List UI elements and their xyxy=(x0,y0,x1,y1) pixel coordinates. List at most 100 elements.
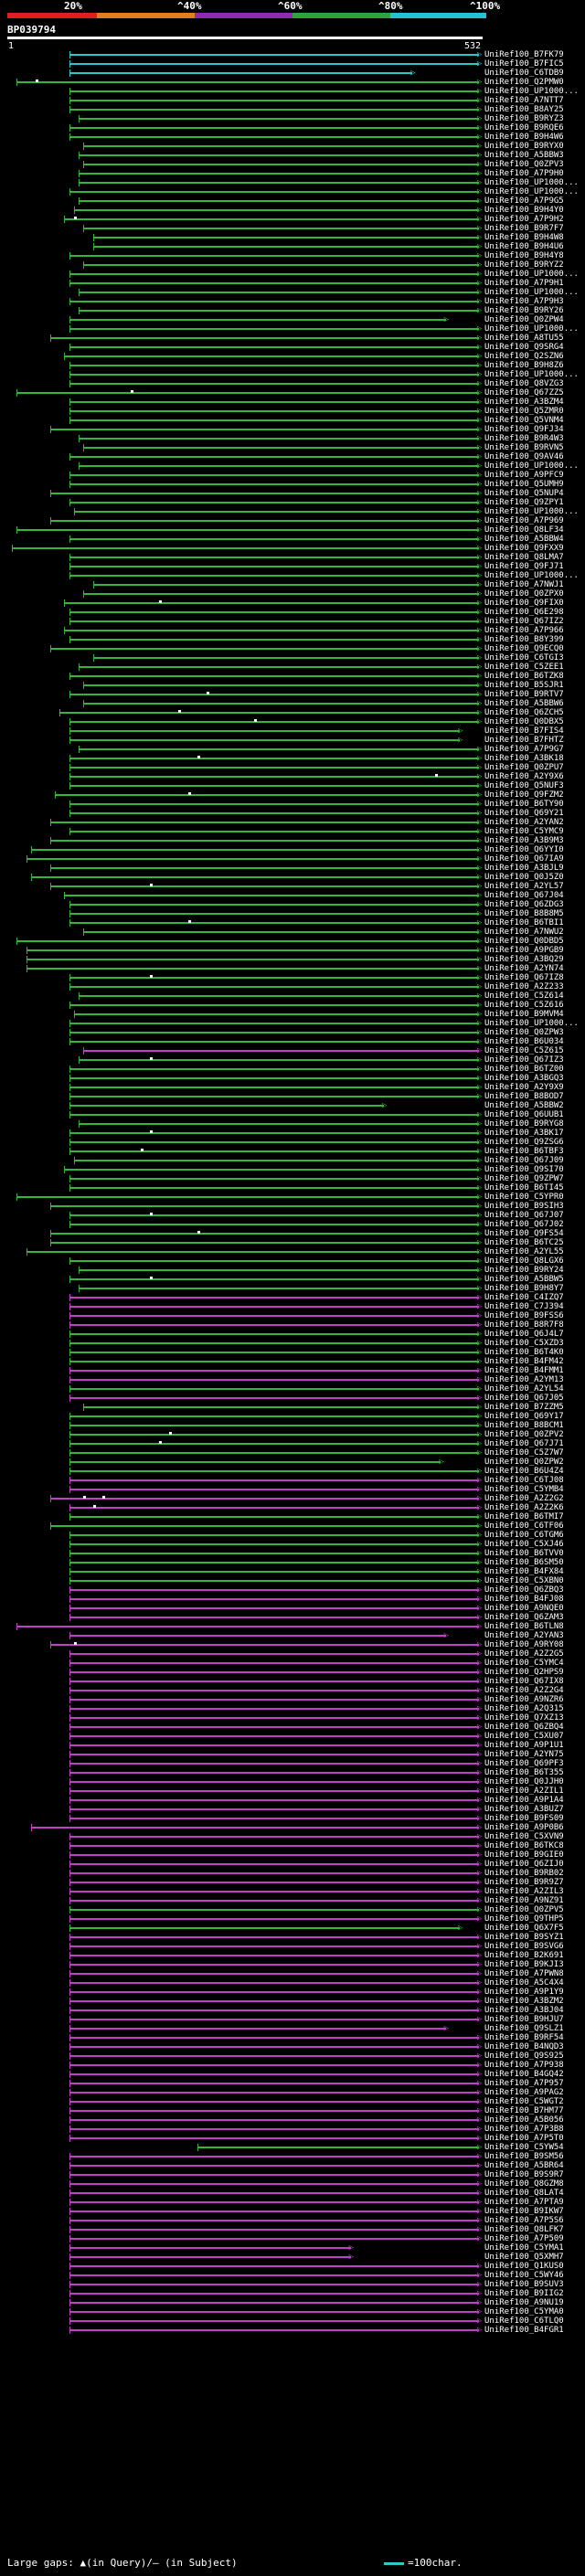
hit-row[interactable]: ▷ UniRef100_C5YPR0 xyxy=(0,1193,585,1202)
hit-label[interactable]: UniRef100_B9H4Y0 xyxy=(484,206,564,215)
hit-row[interactable]: ▷ UniRef100_B9IKW7 xyxy=(0,2207,585,2216)
hit-label[interactable]: UniRef100_B9SUV3 xyxy=(484,2280,564,2289)
hit-row[interactable]: ▷ UniRef100_A7P9H0 xyxy=(0,169,585,178)
hit-row[interactable]: ▷ UniRef100_B6TKC8 xyxy=(0,1841,585,1850)
hit-label[interactable]: UniRef100_C5XBN0 xyxy=(484,1576,564,1585)
hit-row[interactable]: ▷ UniRef100_B9FS09 xyxy=(0,1814,585,1823)
hit-row[interactable]: ▷ UniRef100_B6TZ00 xyxy=(0,1065,585,1074)
hit-row[interactable]: ▷ UniRef100_C5WGT2 xyxy=(0,2097,585,2106)
hit-row[interactable]: ▷ UniRef100_Q8LAT4 xyxy=(0,2189,585,2198)
hit-label[interactable]: UniRef100_Q0ZPW4 xyxy=(484,315,564,324)
hit-label[interactable]: UniRef100_A9RY08 xyxy=(484,1640,564,1649)
hit-label[interactable]: UniRef100_B6TZK8 xyxy=(484,672,564,681)
hit-label[interactable]: UniRef100_B9RQE6 xyxy=(484,123,564,133)
hit-label[interactable]: UniRef100_B6U034 xyxy=(484,1037,564,1046)
hit-label[interactable]: UniRef100_A3BK17 xyxy=(484,1129,564,1138)
hit-label[interactable]: UniRef100_Q8LF34 xyxy=(484,525,564,535)
hit-row[interactable]: ▷ UniRef100_Q8GZM8 xyxy=(0,2179,585,2189)
hit-label[interactable]: UniRef100_Q5VNM4 xyxy=(484,416,564,425)
hit-label[interactable]: UniRef100_B6TBI1 xyxy=(484,918,564,928)
hit-row[interactable]: ▷ UniRef100_Q69Y17 xyxy=(0,1412,585,1421)
hit-row[interactable]: ▷ UniRef100_B6TC25 xyxy=(0,1238,585,1247)
hit-row[interactable]: ▷ UniRef100_C5WY46 xyxy=(0,2271,585,2280)
hit-label[interactable]: UniRef100_A7P9G7 xyxy=(484,745,564,754)
hit-row[interactable]: ▷ UniRef100_A3BQ29 xyxy=(0,955,585,964)
hit-label[interactable]: UniRef100_A3B9M3 xyxy=(484,836,564,845)
hit-row[interactable]: ▷ UniRef100_Q2PMW0 xyxy=(0,78,585,87)
hit-label[interactable]: UniRef100_C5YMB4 xyxy=(484,1485,564,1494)
hit-row[interactable]: ▷ UniRef100_Q0DBX5 xyxy=(0,717,585,726)
hit-label[interactable]: UniRef100_Q67J07 xyxy=(484,1211,564,1220)
hit-row[interactable]: ▷ UniRef100_A7P966 xyxy=(0,626,585,635)
hit-row[interactable]: ▷ UniRef100_A9P1U1 xyxy=(0,1741,585,1750)
hit-label[interactable]: UniRef100_Q5NUP4 xyxy=(484,489,564,498)
hit-row[interactable]: ▷ UniRef100_B8R7F8 xyxy=(0,1320,585,1330)
hit-row[interactable]: ▷ UniRef100_Q6YYI0 xyxy=(0,845,585,854)
hit-row[interactable]: ▷ UniRef100_A9NZ91 xyxy=(0,1896,585,1905)
hit-row[interactable]: ▷ UniRef100_A3BGQ3 xyxy=(0,1074,585,1083)
hit-row[interactable]: ▷ UniRef100_A2YL54 xyxy=(0,1384,585,1394)
hit-row[interactable]: ▷ UniRef100_UP1000... xyxy=(0,507,585,516)
hit-row[interactable]: ▷ UniRef100_A5BBW3 xyxy=(0,151,585,160)
hit-label[interactable]: UniRef100_C5XVN9 xyxy=(484,1832,564,1841)
hit-row[interactable]: ▷ UniRef100_B8Y399 xyxy=(0,635,585,644)
hit-row[interactable]: ▷ UniRef100_A7P509 xyxy=(0,2234,585,2243)
hit-row[interactable]: ▷ UniRef100_A7P938 xyxy=(0,2061,585,2070)
hit-label[interactable]: UniRef100_B6TY90 xyxy=(484,800,564,809)
hit-row[interactable]: ▷ UniRef100_Q0J5Z0 xyxy=(0,873,585,882)
hit-label[interactable]: UniRef100_B9RY24 xyxy=(484,1266,564,1275)
hit-row[interactable]: ▷ UniRef100_C5YMC4 xyxy=(0,1659,585,1668)
hit-row[interactable]: ▷ UniRef100_Q6E298 xyxy=(0,608,585,617)
hit-label[interactable]: UniRef100_A3BZM4 xyxy=(484,398,564,407)
hit-row[interactable]: ▷ UniRef100_Q67J09 xyxy=(0,1156,585,1165)
hit-row[interactable]: ▷ UniRef100_A7P9H2 xyxy=(0,215,585,224)
hit-row[interactable]: ▷ UniRef100_C5YMA0 xyxy=(0,2307,585,2316)
hit-row[interactable]: ▷ UniRef100_A3B9M3 xyxy=(0,836,585,845)
hit-row[interactable]: ▷ UniRef100_B7FK79 xyxy=(0,50,585,59)
hit-row[interactable]: ▷ UniRef100_Q69PF3 xyxy=(0,1759,585,1768)
hit-row[interactable]: ▷ UniRef100_Q0ZPU7 xyxy=(0,763,585,772)
hit-row[interactable]: ▷ UniRef100_A5BBW6 xyxy=(0,699,585,708)
hit-label[interactable]: UniRef100_A5BBW3 xyxy=(484,151,564,160)
hit-row[interactable]: ▷ UniRef100_A2Z2G5 xyxy=(0,1649,585,1659)
hit-row[interactable]: ▷ UniRef100_A7P5T0 xyxy=(0,2134,585,2143)
hit-row[interactable]: ▷ UniRef100_Q9SLZ1 xyxy=(0,2024,585,2033)
hit-label[interactable]: UniRef100_A5BBW5 xyxy=(484,1275,564,1284)
hit-row[interactable]: ▷ UniRef100_A2ZIL3 xyxy=(0,1887,585,1896)
hit-label[interactable]: UniRef100_B6TC25 xyxy=(484,1238,564,1247)
hit-row[interactable]: ▷ UniRef100_UP1000... xyxy=(0,87,585,96)
hit-label[interactable]: UniRef100_A7P966 xyxy=(484,626,564,635)
hit-label[interactable]: UniRef100_B6TLN8 xyxy=(484,1622,564,1631)
hit-row[interactable]: ▷ UniRef100_UP1000... xyxy=(0,178,585,187)
hit-row[interactable]: ▷ UniRef100_Q0ZPV2 xyxy=(0,1430,585,1439)
hit-row[interactable]: ▷ UniRef100_A7NTT7 xyxy=(0,96,585,105)
hit-row[interactable]: ▷ UniRef100_Q7XZ13 xyxy=(0,1713,585,1723)
hit-row[interactable]: ▷ UniRef100_UP1000... xyxy=(0,461,585,471)
hit-label[interactable]: UniRef100_C5Z614 xyxy=(484,991,564,1001)
hit-label[interactable]: UniRef100_A9P1A4 xyxy=(484,1796,564,1805)
hit-row[interactable]: ▷ UniRef100_A5BBW2 xyxy=(0,1101,585,1110)
hit-label[interactable]: UniRef100_UP1000... xyxy=(484,178,579,187)
hit-row[interactable]: ▷ UniRef100_Q9FXX9 xyxy=(0,544,585,553)
hit-row[interactable]: ▷ UniRef100_A2ZIL1 xyxy=(0,1786,585,1796)
hit-label[interactable]: UniRef100_UP1000... xyxy=(484,1019,579,1028)
hit-label[interactable]: UniRef100_Q0ZPV3 xyxy=(484,160,564,169)
hit-row[interactable]: ▷ UniRef100_B9H4Y8 xyxy=(0,251,585,260)
hit-label[interactable]: UniRef100_A8TU55 xyxy=(484,334,564,343)
hit-row[interactable]: ▷ UniRef100_UP1000... xyxy=(0,288,585,297)
hit-row[interactable]: ▷ UniRef100_Q6UUB1 xyxy=(0,1110,585,1119)
hit-row[interactable]: ▷ UniRef100_A7P5S6 xyxy=(0,2216,585,2225)
hit-row[interactable]: ▷ UniRef100_Q5NUP4 xyxy=(0,489,585,498)
hit-row[interactable]: ▷ UniRef100_B9SUV3 xyxy=(0,2280,585,2289)
hit-label[interactable]: UniRef100_A7P969 xyxy=(484,516,564,525)
hit-label[interactable]: UniRef100_A5BR64 xyxy=(484,2161,564,2170)
hit-row[interactable]: ▷ UniRef100_B4FJ08 xyxy=(0,1595,585,1604)
hit-label[interactable]: UniRef100_B9H4W6 xyxy=(484,133,564,142)
hit-label[interactable]: UniRef100_Q2PMW0 xyxy=(484,78,564,87)
hit-row[interactable]: ▷ UniRef100_Q9ZPY1 xyxy=(0,498,585,507)
hit-row[interactable]: ▷ UniRef100_Q9ECQ0 xyxy=(0,644,585,653)
hit-label[interactable]: UniRef100_Q8LFK7 xyxy=(484,2225,564,2234)
hit-row[interactable]: ▷ UniRef100_B4FGR1 xyxy=(0,2326,585,2335)
hit-label[interactable]: UniRef100_Q6UUB1 xyxy=(484,1110,564,1119)
hit-row[interactable]: ▷ UniRef100_B9RF54 xyxy=(0,2033,585,2042)
